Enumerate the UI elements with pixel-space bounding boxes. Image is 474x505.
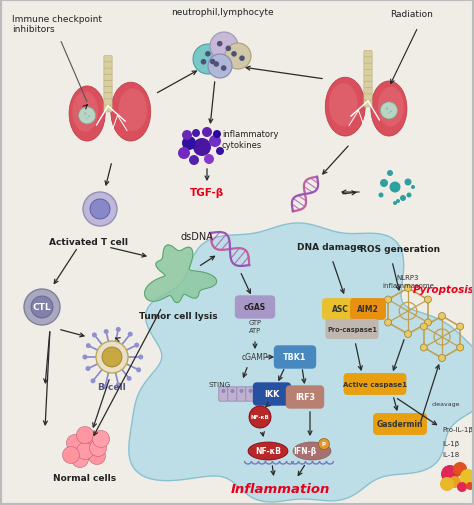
Text: Immune checkpoint
inhibitors: Immune checkpoint inhibitors: [12, 15, 102, 34]
Circle shape: [209, 136, 221, 147]
Circle shape: [460, 469, 474, 485]
Circle shape: [205, 52, 210, 58]
FancyBboxPatch shape: [364, 52, 372, 59]
Circle shape: [134, 343, 139, 348]
Circle shape: [63, 446, 80, 464]
Circle shape: [202, 128, 212, 138]
Circle shape: [82, 355, 88, 360]
FancyBboxPatch shape: [286, 385, 324, 409]
Circle shape: [221, 66, 227, 72]
Text: Gasdermin: Gasdermin: [377, 420, 423, 429]
Text: ASC: ASC: [331, 305, 348, 314]
Text: Tumor cell lysis: Tumor cell lysis: [139, 312, 217, 320]
FancyBboxPatch shape: [344, 373, 406, 395]
FancyBboxPatch shape: [364, 101, 372, 108]
Circle shape: [404, 285, 411, 292]
Ellipse shape: [248, 442, 288, 460]
FancyBboxPatch shape: [246, 387, 255, 401]
Circle shape: [226, 46, 231, 52]
FancyBboxPatch shape: [104, 106, 112, 113]
Circle shape: [404, 331, 411, 338]
Circle shape: [400, 195, 406, 201]
Circle shape: [420, 323, 428, 330]
FancyBboxPatch shape: [364, 70, 372, 77]
FancyBboxPatch shape: [237, 387, 246, 401]
FancyBboxPatch shape: [364, 82, 372, 89]
Circle shape: [396, 199, 400, 204]
Text: IRF3: IRF3: [295, 393, 315, 401]
Circle shape: [83, 192, 117, 227]
Text: Inflammation: Inflammation: [230, 483, 330, 495]
FancyBboxPatch shape: [219, 387, 228, 401]
Circle shape: [96, 341, 128, 373]
Circle shape: [192, 130, 200, 138]
Ellipse shape: [118, 89, 147, 132]
Circle shape: [91, 379, 95, 384]
FancyBboxPatch shape: [253, 383, 291, 406]
Text: Pro-caspase1: Pro-caspase1: [327, 326, 377, 332]
FancyBboxPatch shape: [104, 99, 112, 107]
Circle shape: [204, 155, 214, 165]
FancyBboxPatch shape: [325, 319, 379, 339]
Circle shape: [441, 465, 459, 483]
Circle shape: [225, 44, 251, 70]
Polygon shape: [129, 224, 474, 502]
Text: IL-18: IL-18: [442, 451, 459, 457]
FancyBboxPatch shape: [322, 298, 358, 320]
Circle shape: [189, 156, 199, 166]
FancyBboxPatch shape: [104, 93, 112, 100]
Text: cleavage: cleavage: [432, 401, 461, 407]
FancyBboxPatch shape: [104, 63, 112, 70]
Circle shape: [390, 182, 401, 193]
Circle shape: [457, 482, 467, 492]
Circle shape: [384, 319, 392, 326]
Text: GTP: GTP: [248, 319, 262, 325]
Ellipse shape: [378, 87, 404, 127]
Circle shape: [221, 389, 226, 393]
Text: Normal cells: Normal cells: [54, 473, 117, 482]
Circle shape: [420, 344, 428, 351]
Text: ATP: ATP: [249, 327, 261, 333]
Circle shape: [103, 384, 108, 389]
Text: IKK: IKK: [264, 390, 280, 399]
Circle shape: [380, 180, 388, 188]
Text: NF-κB: NF-κB: [255, 446, 281, 456]
Text: IL-1β: IL-1β: [442, 440, 459, 446]
FancyBboxPatch shape: [104, 69, 112, 76]
Text: Pyroptosis: Pyroptosis: [413, 284, 474, 294]
Circle shape: [90, 199, 110, 220]
FancyBboxPatch shape: [104, 57, 112, 64]
Circle shape: [66, 435, 83, 451]
Text: IFN-β: IFN-β: [293, 446, 317, 456]
Circle shape: [31, 296, 53, 318]
Text: Radiation: Radiation: [390, 10, 433, 19]
Text: neutrophil,lymphocyte: neutrophil,lymphocyte: [171, 8, 273, 17]
Circle shape: [210, 33, 238, 61]
Circle shape: [239, 389, 244, 393]
Circle shape: [379, 193, 383, 198]
FancyBboxPatch shape: [364, 58, 372, 65]
Text: cGAS: cGAS: [244, 303, 266, 312]
Circle shape: [88, 116, 90, 118]
Ellipse shape: [73, 92, 98, 132]
Text: CTL: CTL: [33, 303, 51, 312]
Circle shape: [210, 60, 215, 65]
FancyBboxPatch shape: [255, 387, 264, 401]
FancyBboxPatch shape: [364, 88, 372, 95]
Circle shape: [85, 366, 91, 371]
Circle shape: [92, 333, 97, 338]
Circle shape: [116, 327, 121, 332]
Circle shape: [213, 131, 221, 139]
Circle shape: [404, 179, 411, 186]
Circle shape: [380, 103, 398, 120]
Circle shape: [424, 319, 431, 326]
Circle shape: [182, 137, 196, 150]
Circle shape: [239, 56, 245, 62]
Circle shape: [407, 193, 411, 198]
Circle shape: [76, 427, 93, 443]
Text: STING: STING: [209, 381, 231, 387]
FancyBboxPatch shape: [104, 81, 112, 88]
Circle shape: [438, 313, 446, 320]
Circle shape: [449, 476, 461, 488]
